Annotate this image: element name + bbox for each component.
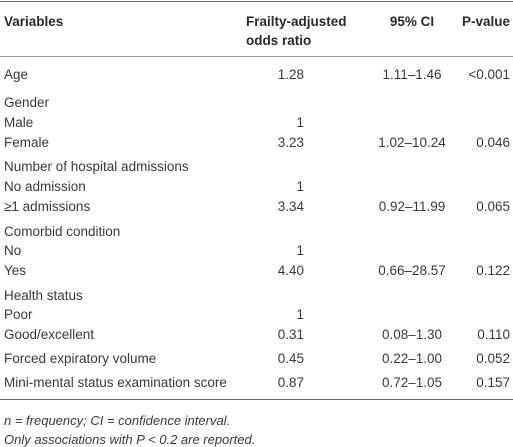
- variable-cell: Female: [4, 135, 50, 150]
- variable-cell: Yes: [4, 263, 27, 278]
- variable-cell: ≥1 admissions: [4, 199, 91, 214]
- ci-cell: 1.02–10.24: [378, 135, 446, 150]
- footnote: n = frequency; CI = confidence interval.: [4, 413, 231, 428]
- odds-ratio-cell: 0.45: [277, 351, 304, 366]
- ci-cell: 0.92–11.99: [378, 199, 446, 214]
- ci-cell: 1.11–1.46: [382, 67, 442, 82]
- odds-ratio-cell: 1: [296, 307, 304, 322]
- odds-ratio-cell: 1: [296, 243, 304, 258]
- odds-ratio-cell: 3.34: [277, 199, 304, 214]
- p-value-cell: 0.046: [476, 135, 510, 150]
- p-value-cell: 0.065: [476, 199, 510, 214]
- bottom-rule: [0, 399, 513, 400]
- header-cell: Variables: [4, 14, 64, 29]
- p-value-cell: <0.001: [468, 67, 510, 82]
- variable-cell: Mini-mental status examination score: [4, 375, 227, 390]
- variable-cell: Good/excellent: [4, 327, 95, 342]
- p-value-cell: 0.122: [476, 263, 510, 278]
- odds-ratio-cell: 0.87: [277, 375, 304, 390]
- header-cell: Frailty-adjusted odds ratio: [246, 14, 347, 48]
- variable-cell: Number of hospital admissions: [4, 159, 189, 174]
- odds-ratio-cell: 0.31: [277, 327, 304, 342]
- header-cell: 95% CI: [389, 14, 435, 29]
- variable-cell: Male: [4, 115, 34, 130]
- variable-cell: Forced expiratory volume: [4, 351, 157, 366]
- variable-cell: Health status: [4, 288, 83, 303]
- variable-cell: Gender: [4, 95, 50, 110]
- ci-cell: 0.66–28.57: [378, 263, 446, 278]
- header-cell: P-value: [461, 14, 510, 29]
- odds-ratio-cell: 4.40: [277, 263, 304, 278]
- odds-ratio-cell: 1: [296, 115, 304, 130]
- footnote: Only associations with P < 0.2 are repor…: [4, 432, 256, 447]
- ci-cell: 0.72–1.05: [381, 375, 443, 390]
- variable-cell: No: [4, 243, 22, 258]
- p-value-cell: 0.110: [477, 327, 510, 342]
- variable-cell: Age: [4, 67, 29, 82]
- variable-cell: Comorbid condition: [4, 224, 121, 239]
- variable-cell: No admission: [4, 179, 86, 194]
- odds-ratio-cell: 1.28: [277, 67, 304, 82]
- variable-cell: Poor: [4, 307, 33, 322]
- odds-ratio-cell: 1: [296, 179, 304, 194]
- ci-cell: 0.22–1.00: [381, 351, 443, 366]
- p-value-cell: 0.052: [476, 351, 510, 366]
- odds-ratio-cell: 3.23: [277, 135, 304, 150]
- top-rule: [0, 1, 513, 2]
- header-rule: [0, 56, 513, 57]
- ci-cell: 0.08–1.30: [381, 327, 443, 342]
- p-value-cell: 0.157: [476, 375, 510, 390]
